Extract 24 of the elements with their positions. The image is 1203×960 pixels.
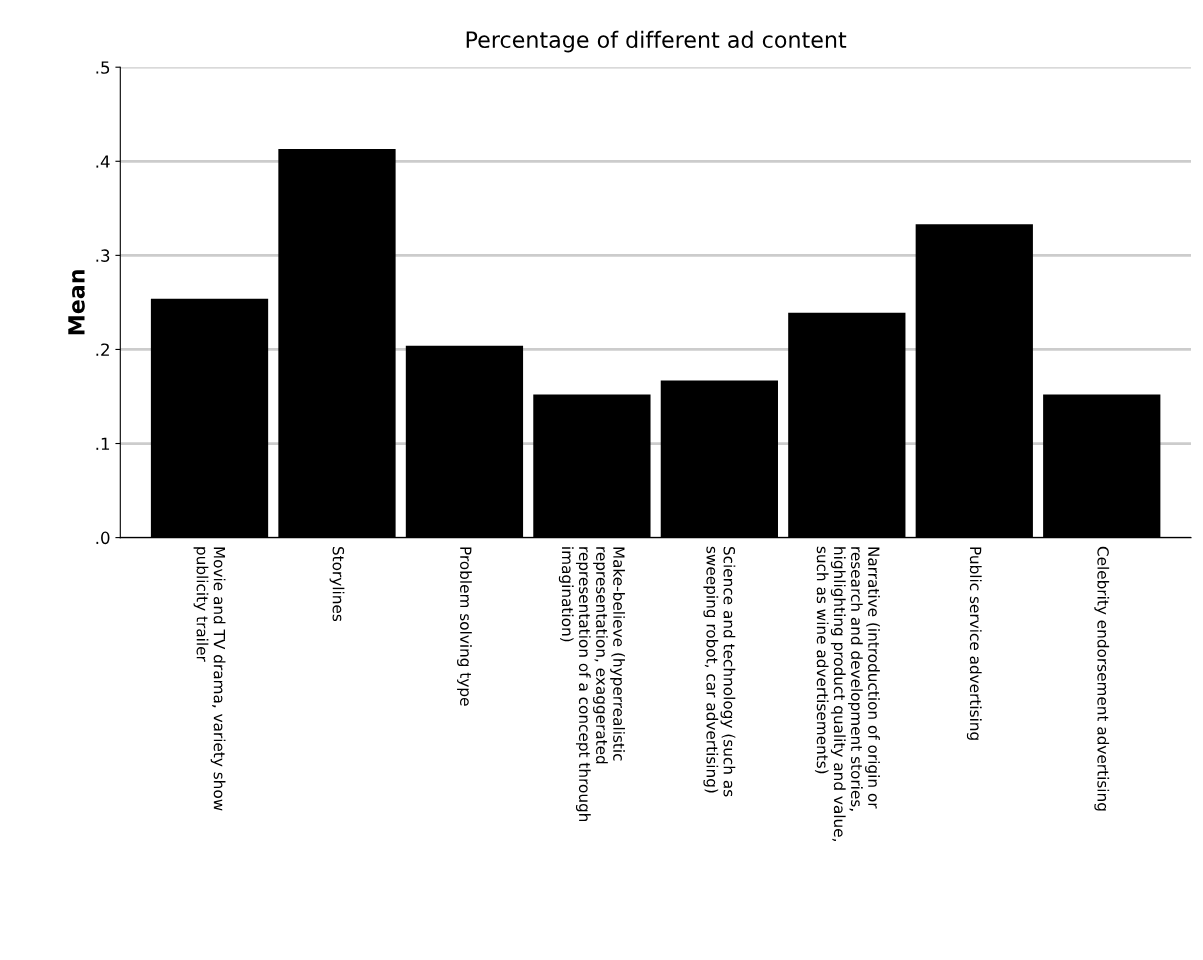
chart-title: Percentage of different ad content — [466, 30, 847, 53]
x-tick-label: Storylines — [329, 546, 345, 622]
y-tick-label: .0 — [96, 531, 110, 545]
x-tick-label: Movie and TV drama, variety show publicity trailer — [193, 547, 226, 811]
y-axis-title: Mean — [68, 270, 85, 335]
bar — [150, 298, 269, 538]
y-tick-label: .4 — [96, 155, 110, 168]
y-tick-label: .1 — [96, 437, 110, 450]
x-tick-label: Problem solving type — [457, 547, 472, 706]
bar — [788, 312, 906, 538]
y-tick-label: .2 — [96, 343, 109, 356]
bar — [533, 394, 651, 538]
x-tick-label: Public service advertising — [966, 547, 982, 740]
bar — [278, 149, 396, 538]
x-tick-label: Celebrity endorsement advertising — [1094, 546, 1110, 811]
x-tick-label: Narrative (introduction of origin or research and development stories, highlighting product quality and value, such as wine advertisements) — [814, 546, 880, 842]
y-tick-label: .3 — [96, 249, 110, 262]
bar — [405, 345, 524, 538]
bar — [660, 380, 778, 538]
bar — [1043, 394, 1161, 538]
y-tick-label: .5 — [96, 61, 110, 74]
x-tick-label: Science and technology (such as sweeping robot, car advertising) — [703, 546, 736, 797]
bar — [915, 224, 1033, 538]
x-tick-label: Make-believe (hyperrealistic representation, exaggerated representation of a concept through imagination) — [558, 547, 625, 822]
